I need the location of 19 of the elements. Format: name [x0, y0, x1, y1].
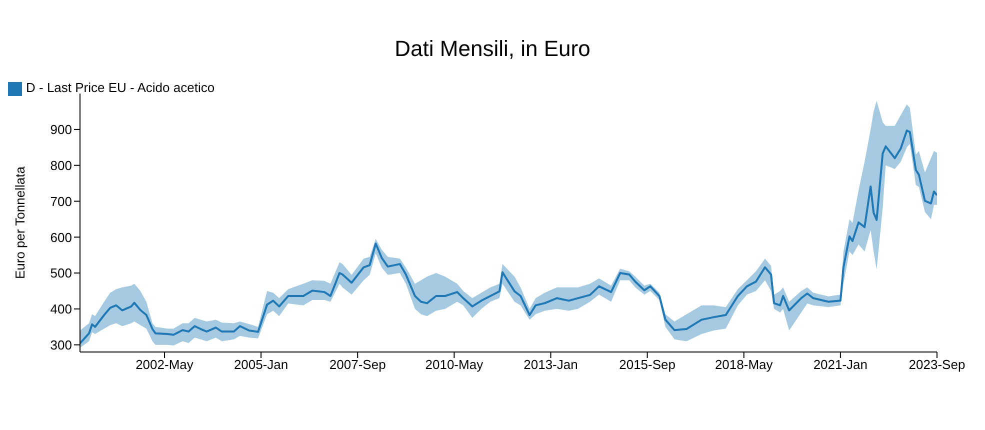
y-tick-label: 800 — [50, 158, 72, 173]
x-tick-label: 2018-May — [714, 357, 774, 372]
x-tick-label: 2002-May — [136, 357, 194, 372]
y-tick-label: 900 — [50, 122, 72, 138]
y-tick-label: 700 — [50, 194, 72, 209]
y-axis-title: Euro per Tonnellata — [12, 166, 28, 280]
x-tick-label: 2013-Jan — [524, 357, 578, 372]
x-tick-label: 2005-Jan — [234, 357, 288, 372]
y-tick-label: 600 — [50, 230, 72, 245]
y-tick-label: 500 — [50, 266, 72, 281]
x-tick-label: 2007-Sep — [329, 357, 386, 372]
chart-title: Dati Mensili, in Euro — [394, 36, 592, 62]
x-tick-label: 2023-Sep — [908, 357, 966, 372]
x-tick-label: 2015-Sep — [619, 357, 676, 372]
x-tick-label: 2010-May — [425, 357, 484, 372]
y-tick-label: 300 — [50, 337, 72, 352]
legend-label: D - Last Price EU - Acido acetico — [26, 80, 215, 95]
y-tick-label: 400 — [50, 302, 72, 317]
x-tick-label: 2021-Jan — [813, 357, 868, 372]
